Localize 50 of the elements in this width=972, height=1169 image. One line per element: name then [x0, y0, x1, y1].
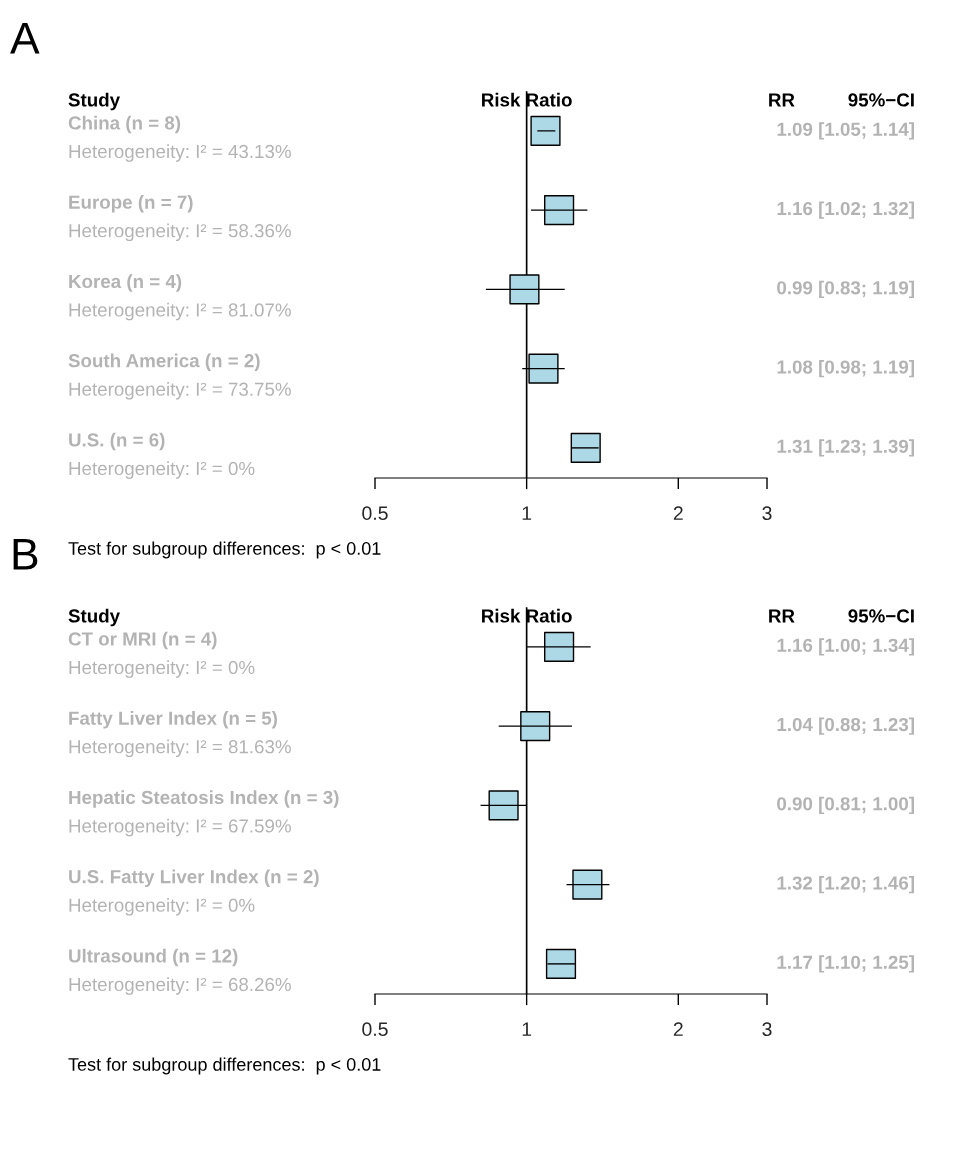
x-tick-label: 3	[762, 1022, 772, 1037]
text: 95%−CI	[848, 93, 914, 107]
y-tick-label: Korea (n = 4)	[69, 274, 182, 292]
y-tick-label: Europe (n = 7)	[69, 195, 193, 213]
text: Heterogeneity: I² = 43.13%	[69, 144, 291, 162]
y-tick-label: South America (n = 2)	[68, 353, 260, 372]
text: Test for subgroup differences: p < 0.01	[68, 541, 381, 559]
text: Heterogeneity: I² = 68.26%	[69, 977, 291, 995]
annotation: Risk Ratio	[482, 92, 572, 107]
text: Heterogeneity: I² = 0%	[69, 898, 255, 916]
data-label: 1.08 [0.98; 1.19]	[777, 359, 914, 378]
text: 95%−CI	[848, 609, 914, 623]
data-label: 1.31 [1.23; 1.39]	[777, 439, 914, 457]
text: Heterogeneity: I² = 0%	[69, 660, 255, 678]
y-tick-label: Ultrasound (n = 12)	[69, 948, 238, 967]
chart-title: B	[13, 538, 38, 570]
annotation: Risk Ratio	[482, 608, 572, 623]
data-label: 1.04 [0.88; 1.23]	[777, 717, 914, 735]
data-label: 1.16 [1.02; 1.32]	[777, 201, 914, 219]
text: Heterogeneity: I² = 73.75%	[69, 382, 291, 400]
y-tick-label: U.S. (n = 6)	[69, 432, 165, 451]
text: Heterogeneity: I² = 67.59%	[69, 818, 291, 837]
text: Heterogeneity: I² = 81.63%	[69, 739, 291, 758]
text: RR	[769, 93, 795, 107]
text: Study	[68, 608, 120, 627]
data-label: 1.17 [1.10; 1.25]	[777, 955, 914, 973]
chart-title: A	[10, 22, 40, 54]
data-label: 0.99 [0.83; 1.19]	[777, 280, 914, 299]
text: Study	[68, 92, 120, 111]
x-tick-label: 1	[522, 506, 532, 520]
data-label: 1.32 [1.20; 1.46]	[777, 875, 914, 894]
y-tick-label: CT or MRI (n = 4)	[68, 631, 217, 650]
text: Heterogeneity: I² = 81.07%	[69, 302, 291, 321]
x-tick-label: 3	[762, 506, 772, 521]
text: Heterogeneity: I² = 58.36%	[69, 223, 291, 242]
x-tick-label: 1	[522, 1022, 532, 1036]
text: RR	[769, 609, 795, 623]
data-label: 1.09 [1.05; 1.14]	[777, 122, 914, 140]
data-label: 1.16 [1.00; 1.34]	[777, 638, 914, 656]
x-tick-label: 2	[673, 1022, 683, 1036]
y-tick-label: China (n = 8)	[68, 115, 181, 134]
x-tick-label: 0.5	[362, 506, 388, 521]
text: Heterogeneity: I² = 0%	[69, 461, 255, 479]
text: Test for subgroup differences: p < 0.01	[68, 1057, 381, 1075]
y-tick-label: U.S. Fatty Liver Index (n = 2)	[69, 869, 319, 888]
y-tick-label: Fatty Liver Index (n = 5)	[69, 711, 278, 729]
x-tick-label: 2	[673, 506, 683, 520]
data-label: 0.90 [0.81; 1.00]	[777, 796, 914, 815]
x-tick-label: 0.5	[362, 1022, 388, 1037]
y-tick-label: Hepatic Steatosis Index (n = 3)	[69, 790, 339, 808]
